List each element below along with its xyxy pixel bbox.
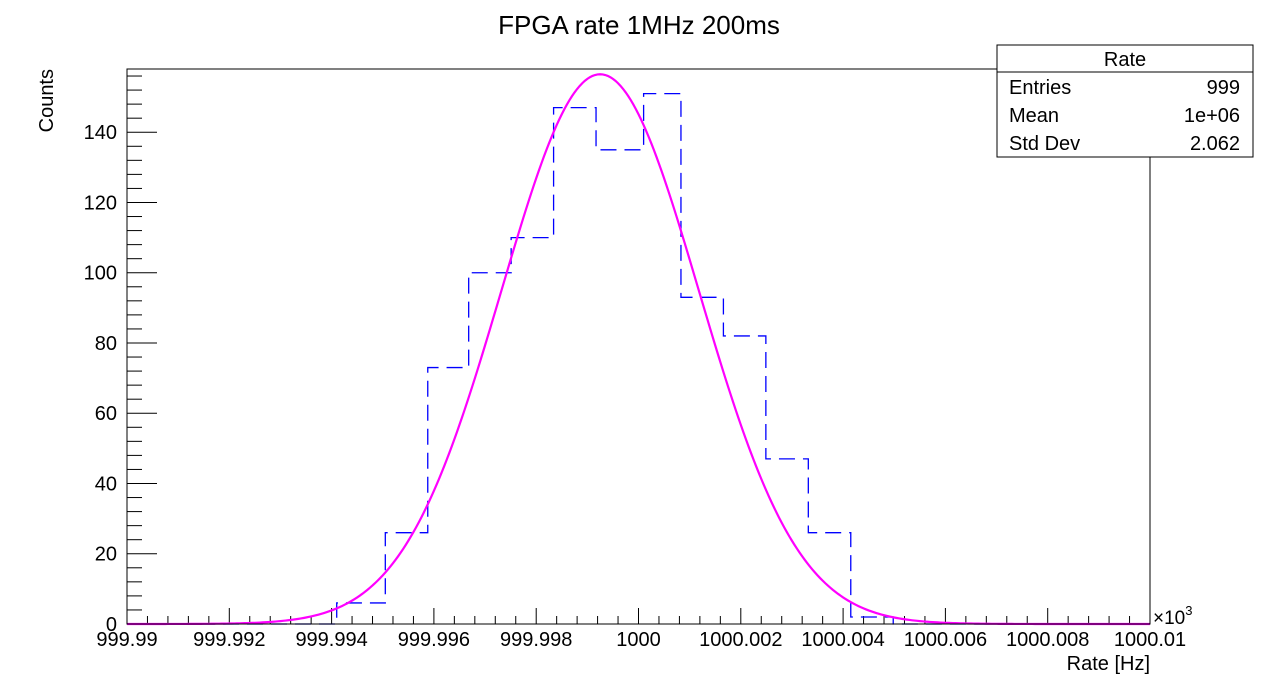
- y-tick-label: 40: [95, 473, 117, 495]
- x-tick-label: 999.994: [295, 629, 367, 651]
- x-multiplier-exponent: 3: [1185, 603, 1192, 618]
- plot-frame: [126, 68, 1151, 625]
- x-tick-label: 1000.006: [904, 629, 987, 651]
- x-axis-label: Rate [Hz]: [1067, 653, 1150, 675]
- x-tick-label: 1000.01: [1114, 629, 1186, 651]
- x-tick-labels: 999.99 999.992 999.994 999.996 999.998 1000 10…: [96, 629, 1186, 651]
- stats-stddev-value: 2.062: [1190, 133, 1240, 155]
- x-tick-label: 999.996: [398, 629, 470, 651]
- y-tick-label: 120: [84, 192, 117, 214]
- y-tick-label: 140: [84, 122, 117, 144]
- y-tick-marks: [127, 75, 157, 625]
- y-tick-label: 0: [106, 614, 117, 636]
- x-tick-label: 999.992: [193, 629, 265, 651]
- stats-box-title: Rate: [1104, 49, 1146, 71]
- stats-mean-label: Mean: [1009, 105, 1059, 127]
- y-tick-label: 20: [95, 544, 117, 566]
- x-tick-label: 1000.008: [1006, 629, 1089, 651]
- x-axis-multiplier: ×103: [1153, 603, 1192, 629]
- y-tick-labels: 0 20 40 60 80 100 120 140: [84, 122, 117, 636]
- chart-title: FPGA rate 1MHz 200ms: [498, 10, 780, 40]
- y-tick-label: 80: [95, 333, 117, 355]
- stats-box-frame: [996, 44, 1254, 158]
- y-tick-label: 60: [95, 403, 117, 425]
- stats-entries-value: 999: [1207, 77, 1240, 99]
- y-tick-label: 100: [84, 263, 117, 285]
- histogram-series: [127, 92, 1150, 625]
- x-tick-label: 1000: [616, 629, 661, 651]
- x-tick-label: 999.998: [500, 629, 572, 651]
- y-axis-label: Counts: [36, 69, 58, 132]
- stats-mean-value: 1e+06: [1184, 105, 1240, 127]
- x-multiplier-base: ×10: [1153, 608, 1185, 629]
- x-tick-label: 1000.002: [699, 629, 782, 651]
- stats-entries-label: Entries: [1009, 77, 1071, 99]
- x-tick-label: 1000.004: [801, 629, 884, 651]
- stats-box: Rate Entries 999 Mean 1e+06 Std Dev 2.06…: [996, 44, 1254, 158]
- x-tick-label: 999.99: [96, 629, 157, 651]
- stats-stddev-label: Std Dev: [1009, 133, 1080, 155]
